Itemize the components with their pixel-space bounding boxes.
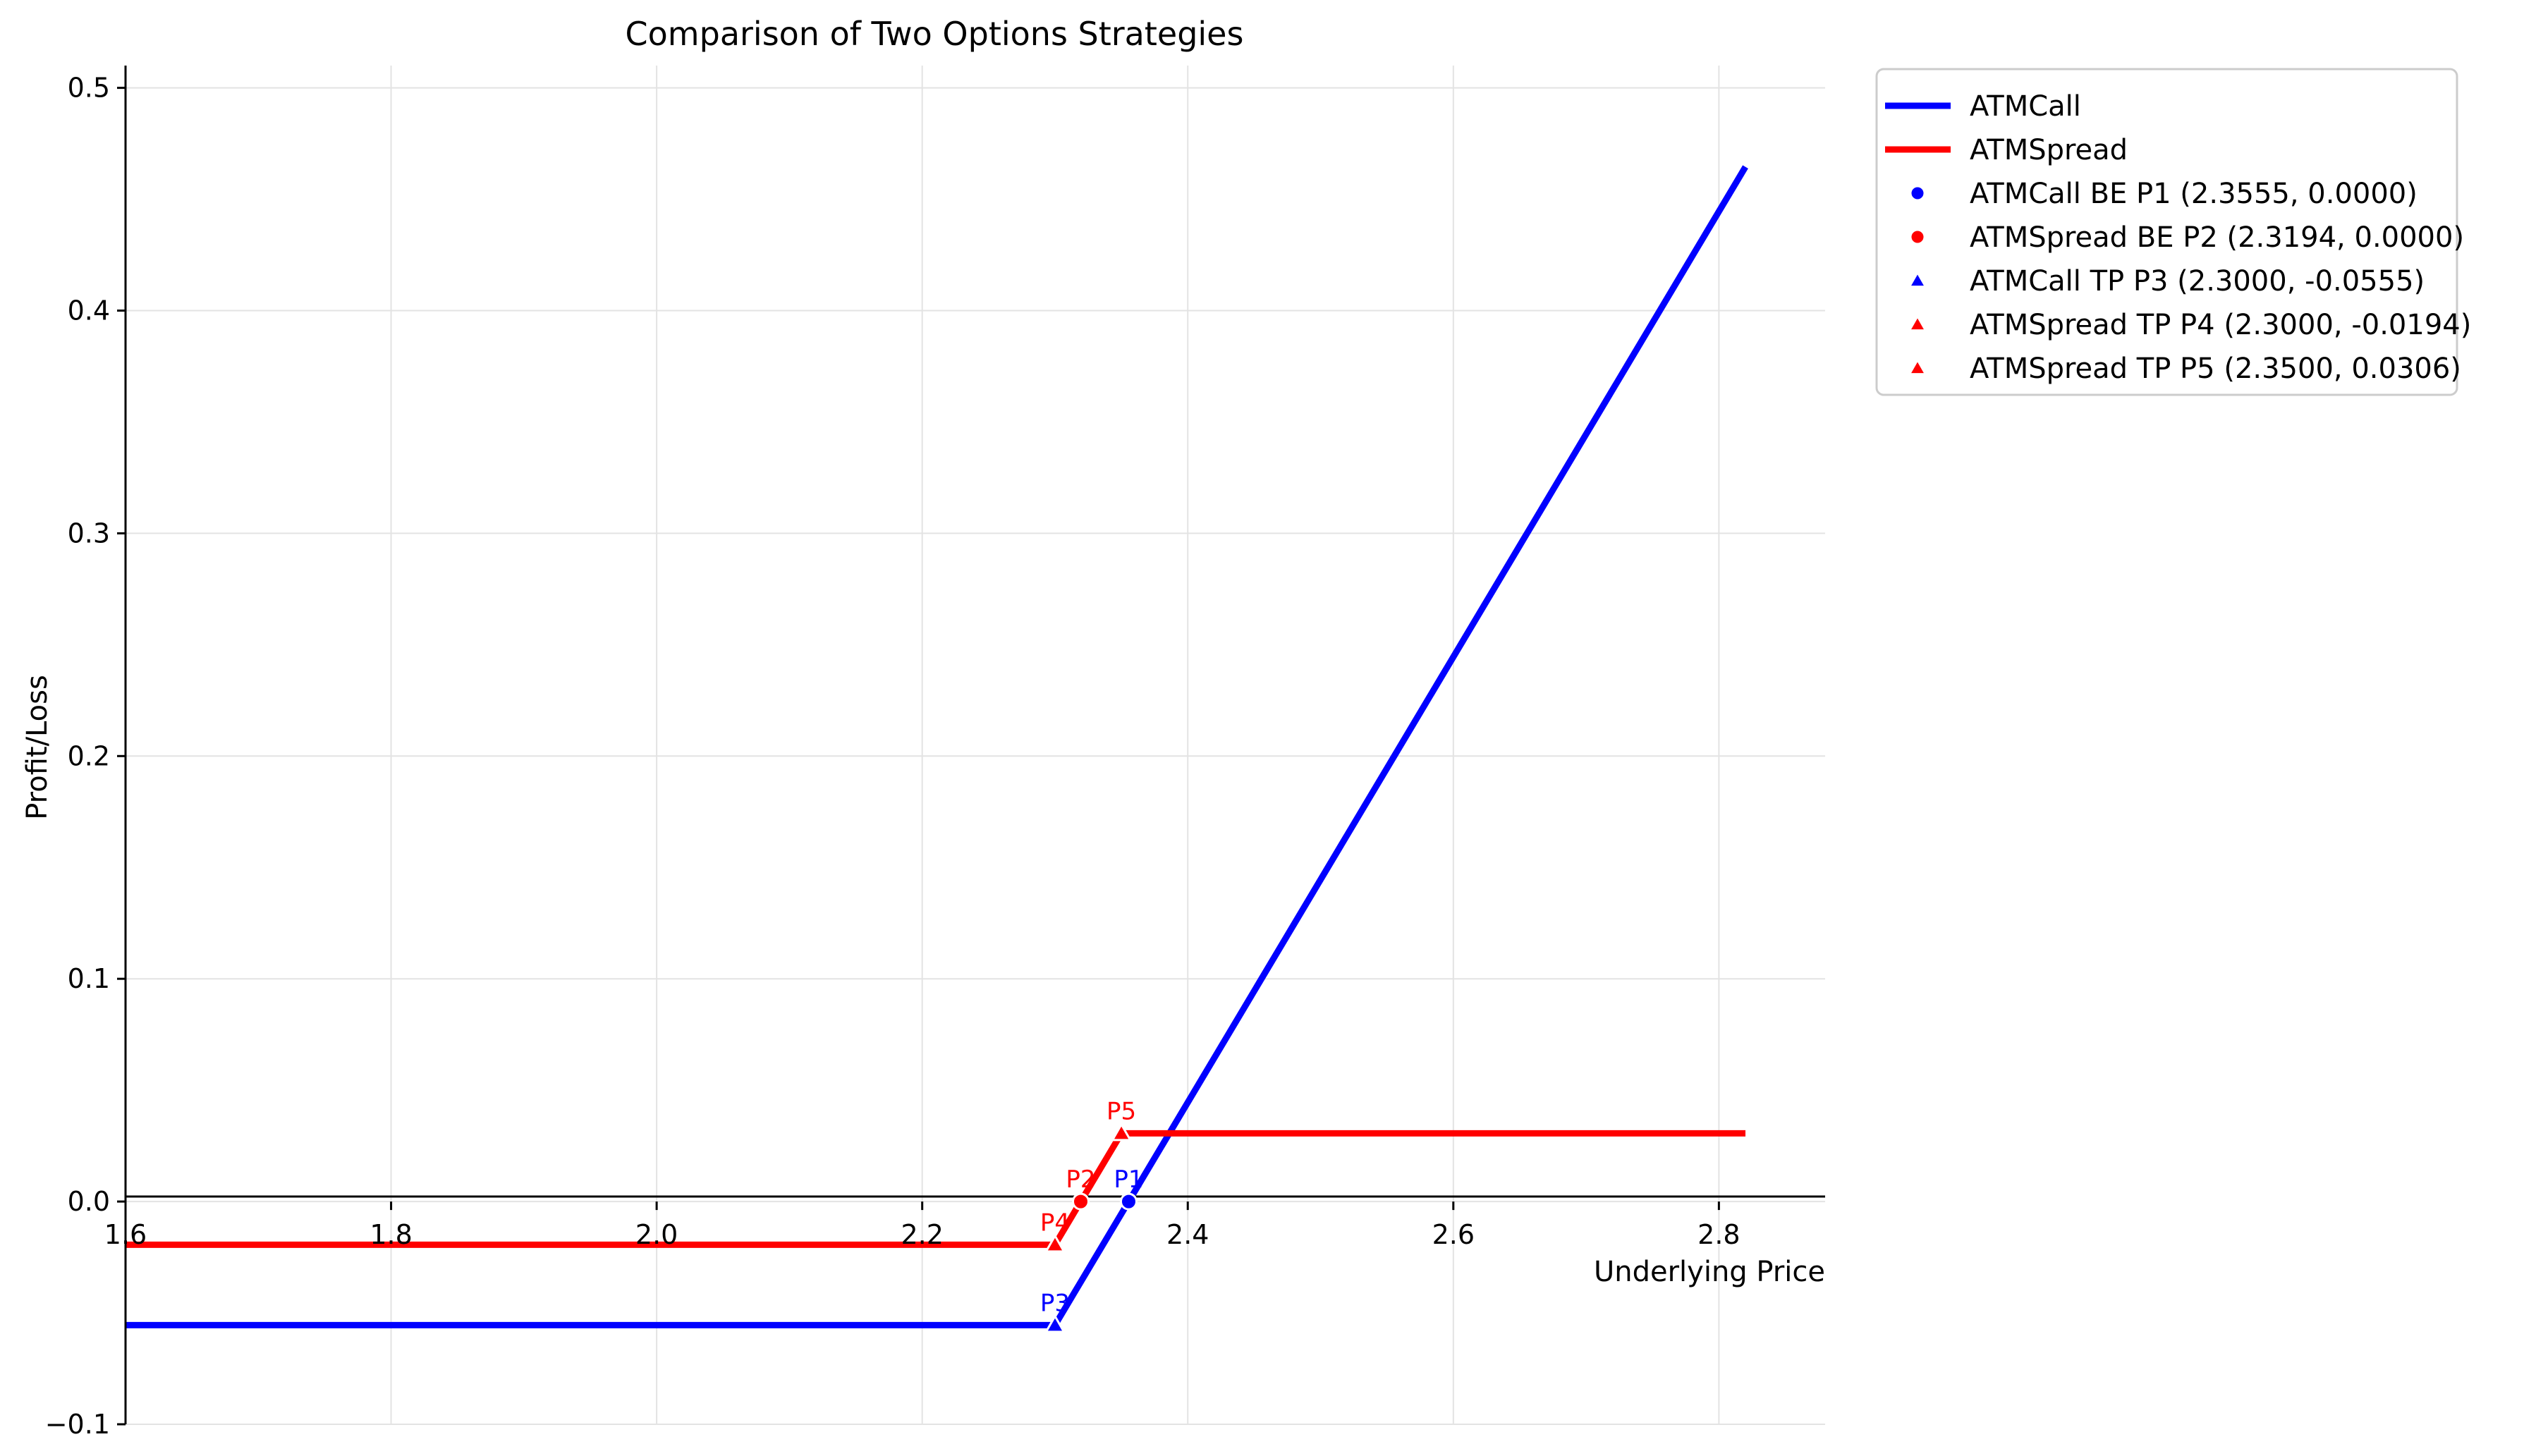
series-line-atmspread xyxy=(126,1130,1746,1248)
point-label-p5: P5 xyxy=(1106,1097,1136,1125)
y-tick-label: 0.4 xyxy=(68,295,110,326)
legend-label: ATMSpread TP P4 (2.3000, -0.0194) xyxy=(1970,309,2471,341)
point-label-p3: P3 xyxy=(1040,1289,1070,1317)
y-tick-label: 0.1 xyxy=(68,963,110,994)
series-line-atmcall xyxy=(126,165,1748,1328)
x-axis-label: Underlying Price xyxy=(1594,1256,1825,1288)
point-label-p2: P2 xyxy=(1066,1166,1095,1194)
axes xyxy=(124,66,1825,1424)
point-marker-p3 xyxy=(1044,1314,1066,1333)
x-tick-label: 1.8 xyxy=(370,1219,412,1250)
legend-swatch-marker xyxy=(1909,185,1926,202)
y-axis-label: Profit/Loss xyxy=(21,675,54,820)
grid xyxy=(125,66,1825,1425)
legend-label: ATMSpread xyxy=(1970,134,2128,166)
y-tick-label: 0.3 xyxy=(68,518,110,549)
legend-label: ATMCall TP P3 (2.3000, -0.0555) xyxy=(1970,265,2425,298)
point-marker-p4 xyxy=(1044,1233,1066,1253)
ticks: 1.6 1.8 2.0 2.2 2.4 2.6 2.8 −0.1 0.0 0.1 0.2 0.3 0.4… xyxy=(45,73,1740,1440)
series-lines xyxy=(126,165,1748,1328)
legend-label: ATMSpread BE P2 (2.3194, 0.0000) xyxy=(1970,221,2464,254)
point-marker-p2 xyxy=(1071,1192,1090,1211)
point-marker-p5 xyxy=(1110,1122,1133,1142)
point-label-p1: P1 xyxy=(1114,1166,1143,1194)
x-tick-label: 1.6 xyxy=(104,1219,147,1250)
legend-label: ATMCall xyxy=(1970,90,2081,123)
legend-swatch-marker xyxy=(1907,270,1928,288)
legend-swatch-marker xyxy=(1909,228,1926,245)
x-tick-label: 2.0 xyxy=(635,1219,678,1250)
legend-label: ATMSpread TP P5 (2.3500, 0.0306) xyxy=(1970,353,2461,385)
x-tick-label: 2.4 xyxy=(1166,1219,1209,1250)
legend: ATMCall ATMSpread ATMCall BE P1 (2.3555, 0… xyxy=(1875,68,2471,396)
y-tick-label: 0.0 xyxy=(68,1186,110,1217)
point-marker-p1 xyxy=(1119,1192,1138,1211)
y-tick-label: −0.1 xyxy=(45,1409,110,1440)
legend-swatch-marker xyxy=(1907,357,1928,376)
point-label-p4: P4 xyxy=(1040,1209,1070,1237)
x-tick-label: 2.2 xyxy=(901,1219,943,1250)
x-tick-label: 2.8 xyxy=(1697,1219,1740,1250)
y-tick-label: 0.2 xyxy=(68,740,110,771)
x-tick-label: 2.6 xyxy=(1432,1219,1475,1250)
legend-label: ATMCall BE P1 (2.3555, 0.0000) xyxy=(1970,178,2418,210)
chart-title: Comparison of Two Options Strategies xyxy=(626,15,1244,53)
legend-swatch-marker xyxy=(1907,314,1928,332)
legend-frame xyxy=(1875,68,2458,396)
marked-points: P1 P2 P3 P4 P5 xyxy=(1040,1097,1144,1333)
y-tick-label: 0.5 xyxy=(68,73,110,104)
